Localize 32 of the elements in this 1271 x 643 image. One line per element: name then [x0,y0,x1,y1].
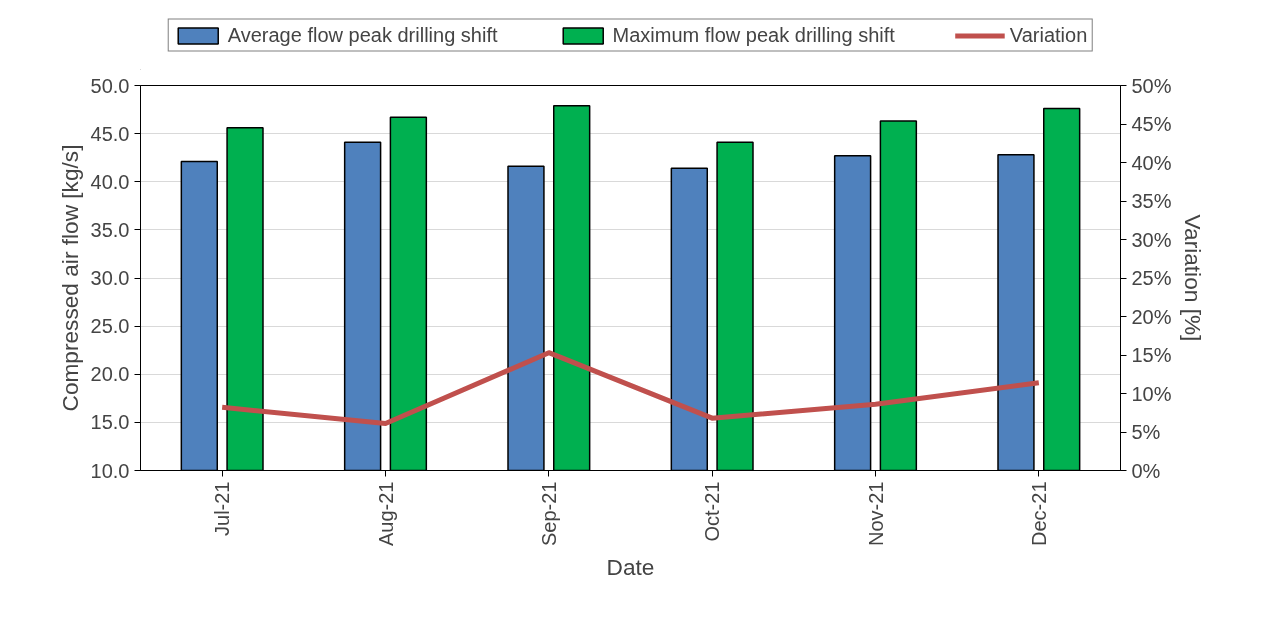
x-tick-label: Aug-21 [374,481,397,546]
y2-tick-label: 45% [1131,113,1172,135]
y2-tick-label: 40% [1131,151,1172,174]
x-axis-title: Date [606,553,655,580]
x-tick-label: Jul-21 [211,481,234,536]
y2-tick-label: 15% [1131,344,1172,366]
y-tick-label: 40.0 [90,170,130,193]
y2-tick-label: 5% [1131,421,1161,443]
y-tick-label: 35.0 [90,218,130,241]
legend-label: Maximum flow peak drilling shift [612,23,895,47]
y2-tick-label: 10% [1131,382,1172,405]
x-tick-label: Nov-21 [864,481,887,546]
y-tick-label: 15.0 [90,411,130,434]
legend-label: Average flow peak drilling shift [227,23,498,47]
y2-axis-title: Variation [%] [1179,214,1206,342]
legend-label: Variation [1009,23,1088,47]
y-tick-label: 45.0 [90,122,130,145]
y2-tick-label: 35% [1131,190,1172,212]
y-tick-label: 20.0 [90,363,130,386]
y2-tick-label: 0% [1131,459,1161,482]
x-tick-label: Sep-21 [537,481,560,546]
y2-tick-label: 20% [1131,305,1172,328]
y-tick-label: 10.0 [90,459,130,482]
y-tick-label: 30.0 [90,267,130,289]
y-tick-label: 50.0 [90,74,130,97]
y-axis-title: Compressed air flow [kg/s] [56,144,83,412]
y2-tick-label: 25% [1131,267,1172,289]
y-tick-label: 25.0 [90,315,130,338]
y2-tick-label: 30% [1131,228,1172,251]
y2-tick-label: 50% [1131,74,1172,97]
x-tick-label: Dec-21 [1027,481,1050,546]
x-tick-label: Oct-21 [701,481,724,542]
